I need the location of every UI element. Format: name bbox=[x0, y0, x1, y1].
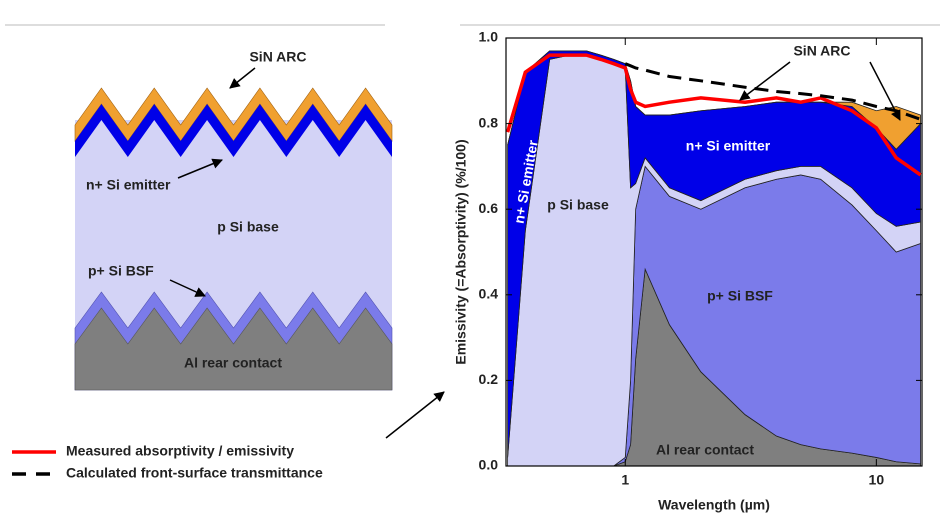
arrow bbox=[229, 67, 256, 89]
arrow bbox=[869, 61, 901, 121]
arrow bbox=[385, 391, 445, 439]
data-line bbox=[506, 53, 922, 177]
data-area bbox=[506, 50, 922, 466]
y-tick-label: 1.0 bbox=[479, 29, 499, 45]
schematic: SiN ARC n+ Si emitter p Si base p+ Si BSF Al… bbox=[74, 49, 393, 391]
plot: Al rear contact p+ Si BSF p Si base n+ Si e… bbox=[12, 29, 923, 513]
y-axis-title: Emissivity (=Absorptivity) (%/100) bbox=[453, 139, 469, 364]
legend-label: Measured absorptivity / emissivity bbox=[66, 443, 294, 459]
arrow bbox=[177, 158, 223, 179]
y-tick-label: 0.2 bbox=[479, 371, 499, 387]
y-tick-label: 0.4 bbox=[479, 286, 499, 302]
layer-label: n+ Si emitter bbox=[86, 177, 171, 193]
legend-label: Calculated front-surface transmittance bbox=[66, 465, 323, 481]
layer-label: SiN ARC bbox=[249, 49, 306, 65]
layer-label: p+ Si BSF bbox=[88, 263, 154, 279]
y-tick-label: 0.0 bbox=[479, 457, 499, 473]
al-layer bbox=[74, 307, 393, 391]
area-label: SiN ARC bbox=[793, 43, 850, 59]
arrow bbox=[169, 279, 206, 297]
emitter-layer bbox=[75, 104, 392, 157]
x-tick-label: 10 bbox=[869, 472, 885, 488]
y-tick-label: 0.8 bbox=[479, 114, 499, 130]
y-tick-label: 0.6 bbox=[479, 200, 499, 216]
arc-layer bbox=[74, 87, 393, 142]
arrow bbox=[739, 61, 791, 101]
layer-label: Al rear contact bbox=[184, 355, 282, 371]
layer-label: p Si base bbox=[217, 219, 279, 235]
stacked-area bbox=[507, 50, 921, 150]
data-line bbox=[624, 62, 922, 121]
area-label: p+ Si BSF bbox=[707, 288, 773, 304]
area-label: p Si base bbox=[547, 197, 609, 213]
x-tick-label: 1 bbox=[621, 472, 629, 488]
area-label: Al rear contact bbox=[656, 442, 754, 458]
area-label: n+ Si emitter bbox=[686, 138, 771, 154]
x-axis-title: Wavelength (µm) bbox=[658, 497, 770, 513]
plot-frame bbox=[505, 37, 923, 467]
